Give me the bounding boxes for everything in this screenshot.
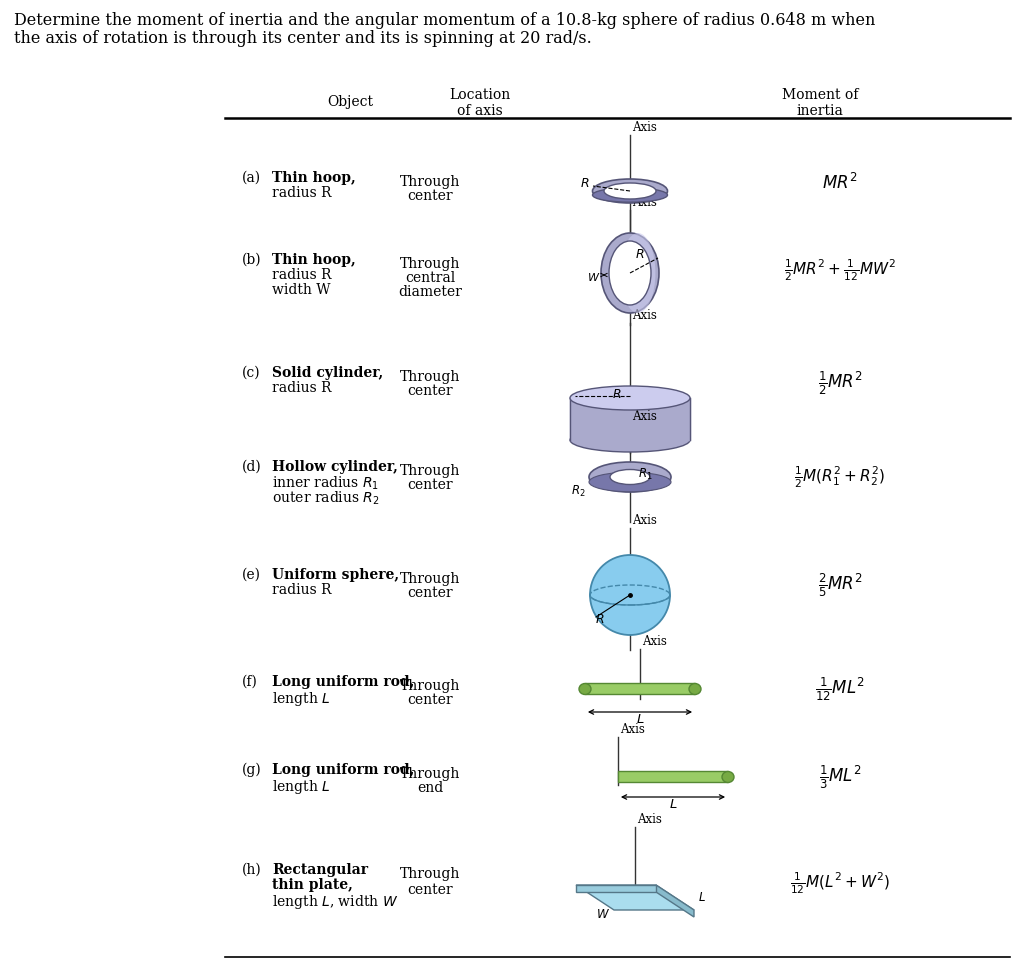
Ellipse shape — [722, 771, 734, 782]
Text: Uniform sphere,: Uniform sphere, — [272, 568, 399, 582]
Text: $R$: $R$ — [612, 387, 622, 401]
Text: outer radius $R_2$: outer radius $R_2$ — [272, 490, 380, 508]
Text: Hollow cylinder,: Hollow cylinder, — [272, 460, 398, 474]
Text: width W: width W — [272, 283, 331, 297]
Text: central: central — [404, 271, 455, 285]
Text: $\frac{1}{2}M(R_1^2 + R_2^2)$: $\frac{1}{2}M(R_1^2 + R_2^2)$ — [795, 465, 886, 490]
Text: Rectangular: Rectangular — [272, 863, 368, 877]
Text: Through: Through — [399, 767, 460, 781]
Text: radius R: radius R — [272, 381, 332, 395]
Text: $\frac{1}{2}MR^2 + \frac{1}{12}MW^2$: $\frac{1}{2}MR^2 + \frac{1}{12}MW^2$ — [784, 257, 896, 283]
Text: Axis: Axis — [637, 813, 662, 826]
Text: $L$: $L$ — [698, 891, 706, 904]
Text: diameter: diameter — [398, 285, 462, 299]
Text: $R$: $R$ — [595, 613, 605, 626]
Text: radius R: radius R — [272, 268, 332, 282]
Text: $\frac{1}{12}ML^2$: $\frac{1}{12}ML^2$ — [815, 675, 865, 703]
Text: $W$: $W$ — [588, 271, 601, 283]
Text: Through: Through — [399, 572, 460, 586]
Text: Through: Through — [399, 679, 460, 693]
Text: Location
of axis: Location of axis — [450, 88, 511, 119]
Text: radius R: radius R — [272, 186, 332, 200]
Polygon shape — [570, 398, 690, 440]
Text: Through: Through — [399, 464, 460, 478]
Text: Moment of
inertia: Moment of inertia — [781, 88, 858, 119]
Text: center: center — [408, 586, 453, 600]
Ellipse shape — [579, 683, 591, 695]
Text: $R$: $R$ — [635, 249, 644, 262]
Text: (e): (e) — [242, 568, 261, 582]
Text: $R_1$: $R_1$ — [638, 466, 652, 481]
Text: Long uniform rod,: Long uniform rod, — [272, 763, 415, 777]
Ellipse shape — [609, 241, 651, 305]
Ellipse shape — [593, 179, 668, 203]
Text: Axis: Axis — [632, 121, 656, 134]
Text: Through
center: Through center — [399, 867, 460, 898]
Bar — [585, 683, 695, 695]
Ellipse shape — [621, 233, 655, 313]
Text: Axis: Axis — [632, 410, 656, 423]
Text: (d): (d) — [242, 460, 262, 474]
Text: (a): (a) — [242, 171, 261, 185]
Polygon shape — [575, 885, 694, 910]
Ellipse shape — [593, 188, 668, 202]
Text: Solid cylinder,: Solid cylinder, — [272, 366, 383, 380]
Text: Axis: Axis — [632, 514, 656, 527]
Ellipse shape — [570, 428, 690, 452]
Text: (b): (b) — [242, 253, 261, 267]
Text: center: center — [408, 384, 453, 398]
Text: (h): (h) — [242, 863, 262, 877]
Ellipse shape — [689, 683, 701, 695]
Ellipse shape — [589, 472, 671, 492]
Text: Axis: Axis — [642, 635, 667, 648]
Polygon shape — [575, 885, 656, 892]
Text: Long uniform rod,: Long uniform rod, — [272, 675, 415, 689]
Text: Axis: Axis — [632, 309, 656, 322]
Bar — [618, 771, 728, 782]
Text: length $L$: length $L$ — [272, 778, 331, 796]
Text: center: center — [408, 478, 453, 492]
Text: inner radius $R_1$: inner radius $R_1$ — [272, 475, 379, 492]
Text: center: center — [408, 189, 453, 203]
Text: $\frac{2}{5}MR^2$: $\frac{2}{5}MR^2$ — [817, 571, 862, 599]
Ellipse shape — [589, 462, 671, 492]
Text: Thin hoop,: Thin hoop, — [272, 253, 355, 267]
Text: Object: Object — [327, 95, 373, 109]
Text: Through: Through — [399, 257, 460, 271]
Ellipse shape — [601, 233, 659, 313]
Text: $R_2$: $R_2$ — [571, 483, 586, 499]
Text: thin plate,: thin plate, — [272, 878, 353, 892]
Text: end: end — [417, 781, 443, 795]
Text: Through: Through — [399, 175, 460, 189]
Text: length $L$: length $L$ — [272, 690, 331, 708]
Text: center: center — [408, 693, 453, 707]
Text: (g): (g) — [242, 763, 262, 777]
Text: $MR^2$: $MR^2$ — [822, 172, 858, 193]
Text: $W$: $W$ — [596, 908, 610, 921]
Ellipse shape — [570, 386, 690, 410]
Text: $\frac{1}{2}MR^2$: $\frac{1}{2}MR^2$ — [817, 369, 862, 397]
Text: $L$: $L$ — [669, 798, 677, 811]
Text: Thin hoop,: Thin hoop, — [272, 171, 355, 185]
Text: $R$: $R$ — [581, 177, 590, 190]
Text: $L$: $L$ — [636, 713, 644, 726]
Text: (c): (c) — [242, 366, 261, 380]
Text: the axis of rotation is through its center and its is spinning at 20 rad/s.: the axis of rotation is through its cent… — [14, 30, 592, 47]
Polygon shape — [656, 885, 694, 917]
Text: $\frac{1}{12}M(L^2+ W^2)$: $\frac{1}{12}M(L^2+ W^2)$ — [790, 870, 890, 896]
Text: radius R: radius R — [272, 583, 332, 597]
Text: Axis: Axis — [620, 723, 645, 736]
Text: Through: Through — [399, 370, 460, 384]
Text: (f): (f) — [242, 675, 258, 689]
Text: length $L$, width $W$: length $L$, width $W$ — [272, 893, 398, 911]
Text: $\frac{1}{3}ML^2$: $\frac{1}{3}ML^2$ — [819, 763, 861, 791]
Ellipse shape — [590, 555, 670, 635]
Ellipse shape — [604, 183, 656, 199]
Text: Determine the moment of inertia and the angular momentum of a 10.8-kg sphere of : Determine the moment of inertia and the … — [14, 12, 876, 29]
Text: Axis: Axis — [632, 196, 656, 209]
Ellipse shape — [610, 469, 650, 484]
